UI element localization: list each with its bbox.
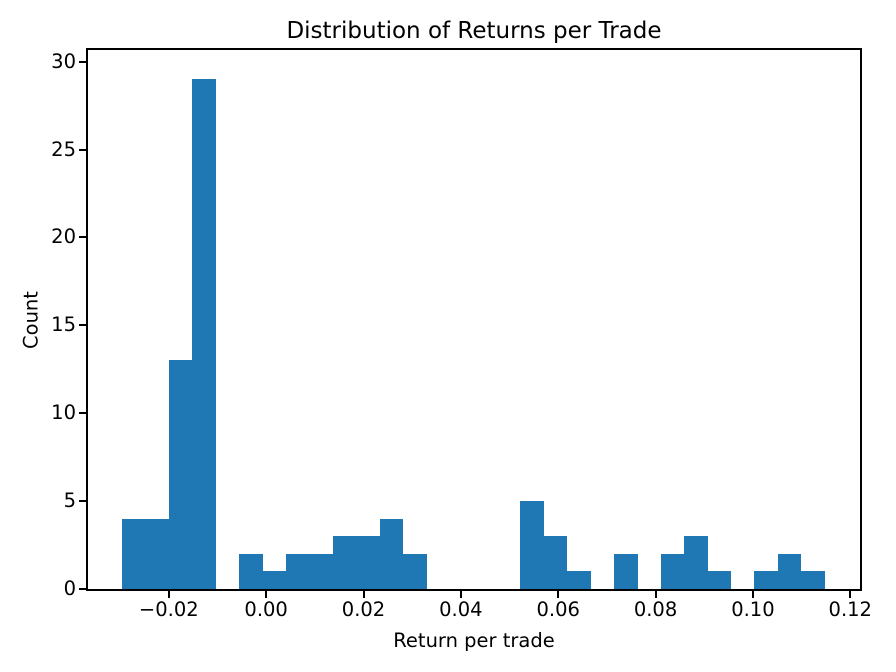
y-tick-label: 10 [51, 401, 76, 425]
histogram-bar [543, 536, 568, 589]
y-tick-mark [79, 324, 86, 327]
x-tick-mark [167, 591, 170, 598]
y-tick-label: 30 [51, 49, 76, 73]
y-tick-mark [79, 412, 86, 415]
y-tick-label: 5 [63, 489, 76, 513]
x-tick-label: 0.12 [828, 598, 872, 621]
y-tick-mark [79, 148, 86, 151]
histogram-bar [145, 518, 170, 589]
histogram-bar [707, 571, 732, 589]
x-tick-mark [459, 591, 462, 598]
histogram-bar [379, 518, 404, 589]
histogram-bar [239, 553, 263, 589]
histogram-bar [613, 553, 638, 589]
histogram-bar [309, 553, 334, 589]
x-tick-label: 0.08 [633, 598, 678, 621]
x-tick-label: 0.02 [341, 598, 386, 621]
y-axis-label: Count [19, 291, 43, 349]
histogram-bar [285, 553, 310, 589]
histogram-bar [520, 501, 544, 589]
x-tick-label: 0.04 [439, 598, 483, 621]
x-tick-mark [265, 591, 268, 598]
histogram-bar [332, 536, 357, 589]
y-tick-mark [79, 236, 86, 239]
x-tick-mark [654, 591, 657, 598]
histogram-bar [801, 571, 825, 589]
histogram-bar [168, 360, 193, 589]
histogram-bar [192, 79, 217, 589]
histogram-bar [122, 518, 146, 589]
x-tick-mark [751, 591, 754, 598]
histogram-bar [754, 571, 779, 589]
plot-area [88, 50, 860, 589]
y-tick-mark [79, 500, 86, 503]
x-tick-mark [849, 591, 852, 598]
histogram-bar [660, 553, 685, 589]
x-tick-label: −0.02 [138, 598, 199, 621]
histogram-bar [403, 553, 427, 589]
y-tick-label: 0 [63, 577, 76, 600]
y-tick-mark [79, 588, 86, 590]
histogram-bar [356, 536, 381, 589]
x-tick-label: 0.00 [244, 598, 288, 621]
chart-title: Distribution of Returns per Trade [286, 18, 662, 44]
y-tick-label: 15 [51, 313, 76, 337]
y-tick-label: 20 [51, 225, 76, 249]
x-tick-mark [557, 591, 560, 598]
histogram-bar [777, 553, 802, 589]
histogram-bar [566, 571, 591, 589]
y-tick-mark [79, 60, 86, 63]
x-tick-label: 0.06 [536, 598, 580, 621]
y-tick-label: 25 [51, 137, 76, 161]
histogram-bar [262, 571, 287, 589]
x-axis-label: Return per trade [393, 629, 555, 652]
x-tick-mark [362, 591, 365, 598]
x-tick-label: 0.10 [731, 598, 775, 621]
histogram-bar [683, 536, 708, 589]
